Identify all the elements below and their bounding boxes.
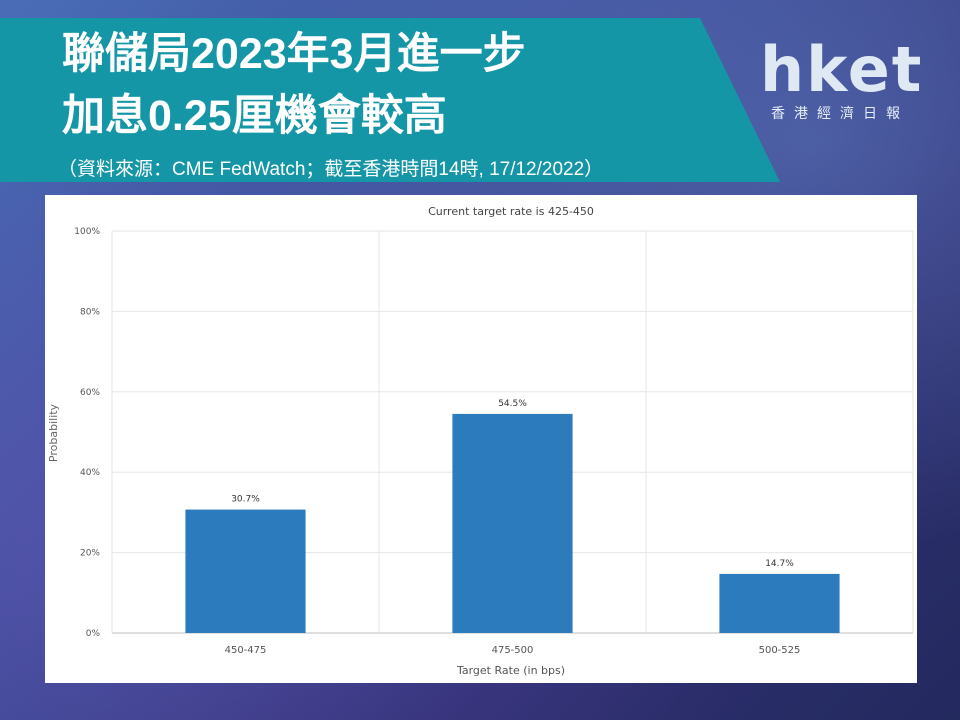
y-tick-label: 60% <box>80 388 100 398</box>
y-tick-label: 100% <box>74 227 100 237</box>
y-axis-title: Probability <box>47 403 60 462</box>
data-label: 14.7% <box>765 559 794 569</box>
y-tick-label: 0% <box>86 629 101 639</box>
page-title-line1: 聯儲局2023年3月進一步 <box>62 30 526 78</box>
y-tick-label: 40% <box>80 468 100 478</box>
y-tick-label: 80% <box>80 307 100 317</box>
chart-title: Current target rate is 425-450 <box>428 205 594 218</box>
x-tick-label: 475-500 <box>492 645 534 656</box>
logo-subtitle: 香港經濟日報 <box>771 105 909 121</box>
bar-500-525 <box>719 573 840 633</box>
data-label: 30.7% <box>231 495 260 505</box>
x-axis-title: Target Rate (in bps) <box>456 664 565 677</box>
bar-475-500 <box>452 413 573 633</box>
source-note: （資料來源：CME FedWatch；截至香港時間14時, 17/12/2022… <box>58 159 604 180</box>
page-title-line2: 加息0.25厘機會較高 <box>62 92 447 140</box>
chart-card: 0% 20% 40% 60% 80% 100% 30.7% 450-475 54.5% 475-5… <box>45 195 917 683</box>
logo-wordmark: hket <box>760 33 924 106</box>
hket-logo: hket 香港經濟日報 <box>760 33 924 128</box>
label-layer: 0% 20% 40% 60% 80% 100% 30.7% 450-475 54.5% 475-5… <box>74 227 800 656</box>
title-banner <box>0 18 780 182</box>
data-label: 54.5% <box>498 399 527 409</box>
x-tick-label: 450-475 <box>225 645 267 656</box>
bar-450-475 <box>185 509 306 633</box>
y-tick-label: 20% <box>80 549 100 559</box>
bar-layer <box>185 413 840 633</box>
x-tick-label: 500-525 <box>759 645 801 656</box>
bar-chart: 0% 20% 40% 60% 80% 100% 30.7% 450-475 54.5% 475-5… <box>47 205 914 677</box>
